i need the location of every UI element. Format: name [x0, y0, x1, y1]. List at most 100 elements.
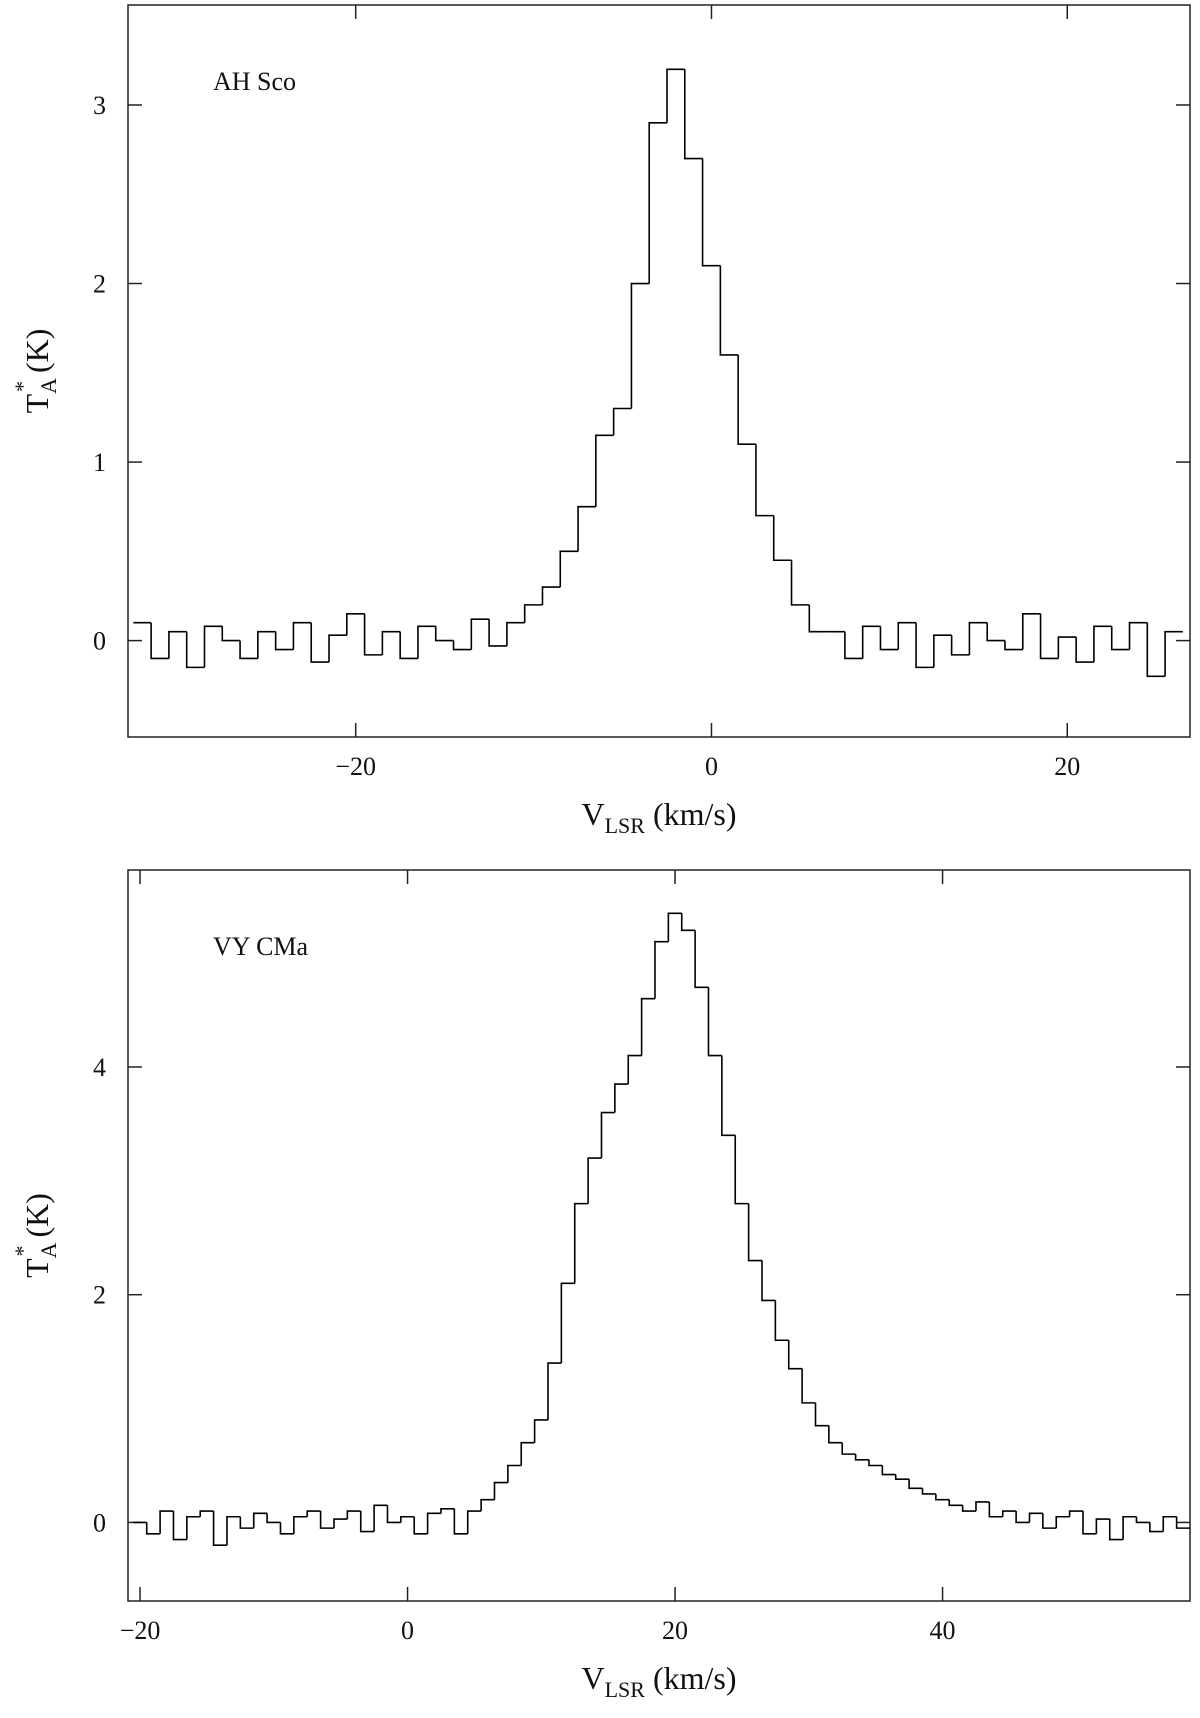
spectrum-step [1095, 1518, 1110, 1534]
spectrum-step [212, 1511, 227, 1547]
spectrum-step [908, 1479, 923, 1490]
spectrum-step [680, 913, 696, 932]
spectrum-step [1164, 630, 1183, 677]
spectrum-step [772, 515, 792, 562]
spectrum-step [790, 560, 810, 606]
spectrum-step [199, 1510, 214, 1517]
spectrum-step [861, 625, 881, 659]
spectrum [133, 68, 1183, 678]
x-tick-label: 40 [930, 1616, 956, 1645]
spectrum-step [150, 622, 169, 660]
spectrum-step [630, 282, 650, 409]
spectrum-step [1082, 1511, 1097, 1535]
spectrum [133, 912, 1190, 1547]
x-tick-label: 20 [1054, 752, 1080, 781]
spectrum-step [1039, 613, 1059, 660]
spectrum-step [363, 613, 383, 656]
spectrum-step [346, 1510, 361, 1520]
x-axis-label: VLSR (km/s) [581, 796, 736, 838]
spectrum-step [774, 1300, 789, 1342]
spectrum-step [988, 1501, 1003, 1518]
spectrum-step [541, 586, 561, 605]
spectrum-step [453, 1508, 468, 1535]
spectrum-step [683, 69, 703, 160]
spectrum-step [400, 1515, 415, 1523]
spectrum-step [257, 630, 276, 659]
spectrum-step [426, 1512, 441, 1534]
spectrum-step [1001, 1510, 1017, 1517]
spectrum-step [506, 621, 525, 646]
y-label-main: T [19, 393, 55, 413]
spectrum-step [1004, 640, 1023, 651]
spectrum-step [1028, 1512, 1043, 1523]
spectrum-step [452, 640, 472, 651]
spectrum-step [328, 634, 347, 663]
spectrum-step [293, 1515, 308, 1534]
spectrum-step [359, 1511, 375, 1533]
spectrum-step [310, 622, 330, 663]
spectrum-step [787, 1340, 803, 1370]
spectrum-step [814, 1402, 829, 1427]
spectrum-step [239, 1516, 254, 1529]
spectrum-step [252, 1512, 268, 1529]
spectrum-step [694, 930, 709, 989]
y-label-unit: (K) [19, 329, 55, 381]
spectrum-step [719, 265, 739, 356]
y-label-sup: * [10, 1245, 35, 1256]
y-axis-label: TA* (K) [10, 1193, 61, 1278]
x-tick-label: −20 [120, 1616, 161, 1645]
spectrum-step [755, 444, 774, 517]
y-label-sub: A [36, 1242, 61, 1258]
y-tick-label: 2 [93, 1281, 106, 1310]
x-label-unit: (km/s) [645, 1660, 737, 1696]
spectrum-step [346, 613, 365, 636]
spectrum-step [559, 550, 579, 588]
spectrum-step [186, 1515, 201, 1540]
spectrum-step [587, 1157, 602, 1204]
spectrum-step [1122, 1515, 1137, 1540]
spectrum-step [560, 1282, 575, 1364]
spectrum-step [239, 640, 258, 660]
x-label-sub: LSR [605, 813, 646, 838]
spectrum-step [1110, 626, 1130, 651]
spectrum-step [614, 1083, 629, 1113]
spectrum-step [274, 631, 294, 651]
spectrum-step [841, 1442, 856, 1455]
y-tick-label: 3 [93, 91, 106, 120]
x-label-sub: LSR [605, 1677, 646, 1702]
spectrum-step [493, 1481, 508, 1500]
spectrum-step [975, 1501, 990, 1512]
spectrum-step [721, 1055, 736, 1137]
spectrum-step [168, 630, 187, 659]
spectrum-step [1128, 621, 1148, 650]
y-tick-label: 0 [93, 627, 106, 656]
y-label-main: T [19, 1258, 55, 1278]
spectrum-step [854, 1454, 869, 1461]
spectrum-step [306, 1510, 321, 1517]
spectrum-step [507, 1464, 522, 1483]
spectrum-step [828, 1425, 843, 1444]
spectrum-step [159, 1510, 174, 1534]
y-label-sub: A [36, 378, 61, 394]
spectrum-step [701, 158, 721, 267]
spectrum-step [897, 621, 917, 650]
spectrum-step [948, 1499, 963, 1507]
spectrum-step [915, 622, 934, 669]
y-tick-label: 1 [93, 448, 106, 477]
spectrum-step [737, 354, 756, 445]
spectrum-step [612, 407, 632, 436]
spectrum-step [221, 626, 241, 642]
spectrum-step [1068, 1510, 1083, 1517]
spectrum-step [292, 621, 312, 650]
spectrum-step [747, 1203, 762, 1262]
spectrum-step [654, 940, 669, 999]
spectrum-step [968, 621, 988, 655]
spectrum-step [381, 630, 401, 655]
spectrum-step [1021, 613, 1041, 650]
y-tick-label: 2 [93, 270, 106, 299]
spectrum-step [1162, 1515, 1177, 1532]
y-label-sup: * [10, 381, 35, 392]
spectrum-step [600, 1111, 615, 1159]
spectrum-step [761, 1260, 776, 1302]
